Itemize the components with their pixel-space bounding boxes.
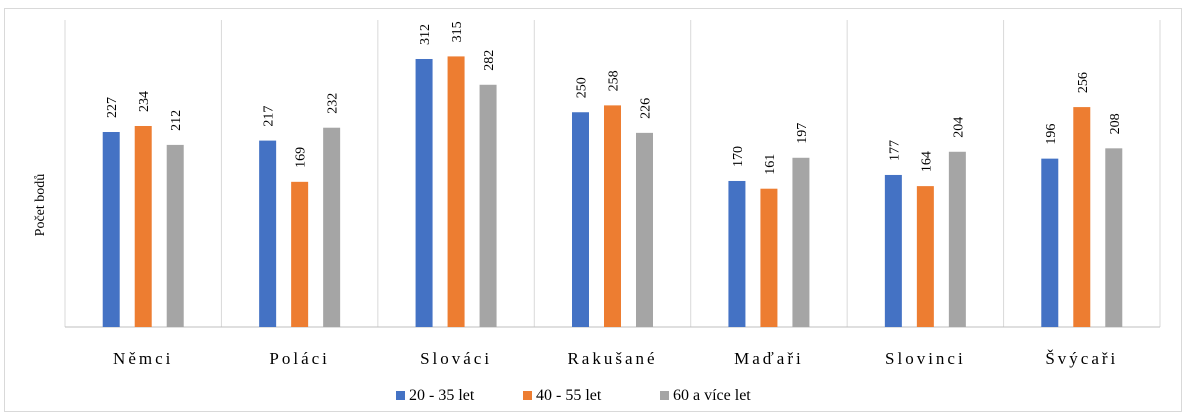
- data-label: 226: [639, 98, 654, 119]
- category-label: Slovinci: [885, 349, 966, 368]
- bars: [102, 56, 1123, 328]
- category-label: Švýcaři: [1045, 349, 1118, 368]
- bar: [479, 84, 497, 328]
- bar: [259, 140, 277, 327]
- bar: [323, 127, 341, 327]
- data-label: 196: [1044, 124, 1059, 145]
- legend-swatch: [396, 391, 405, 400]
- category-label: Němci: [113, 349, 173, 368]
- bar: [1105, 148, 1123, 327]
- data-label: 258: [607, 70, 622, 91]
- bar: [1073, 107, 1091, 327]
- chart-frame: [4, 8, 1182, 412]
- category-label: Rakušané: [567, 349, 657, 368]
- legend-entry: 60 a více let: [673, 387, 751, 404]
- data-label: 234: [137, 91, 152, 112]
- category-gridlines: [64, 20, 1161, 327]
- data-label: 169: [294, 147, 309, 168]
- data-label: 232: [326, 93, 341, 114]
- data-label: 227: [105, 97, 120, 118]
- bar: [291, 181, 309, 327]
- data-label: 256: [1076, 72, 1091, 93]
- data-label: 315: [450, 21, 465, 42]
- legend: 20 - 35 let 40 - 55 let 60 a více let: [396, 387, 751, 404]
- data-label: 177: [887, 140, 902, 161]
- legend-entry: 20 - 35 let: [409, 387, 475, 404]
- bar: [792, 157, 810, 327]
- bar: [572, 112, 589, 327]
- category-label: Maďaři: [734, 349, 804, 368]
- data-label: 217: [262, 106, 277, 127]
- data-label: 197: [795, 123, 810, 144]
- data-label: 312: [418, 24, 433, 45]
- bar: [134, 125, 152, 327]
- data-label: 170: [731, 146, 746, 167]
- bar: [636, 132, 653, 327]
- bar: [948, 151, 966, 327]
- bar: [415, 58, 433, 327]
- data-label: 282: [482, 50, 497, 71]
- y-axis-title: Počet bodů: [33, 174, 48, 237]
- data-label: 204: [951, 117, 966, 138]
- category-labels: Němci Poláci Slováci Rakušané Maďaři Slovinci…: [113, 349, 1118, 368]
- bar: [447, 56, 465, 327]
- bar: [1041, 158, 1059, 327]
- bar: [760, 188, 778, 327]
- legend-swatch: [523, 391, 532, 400]
- bar: [884, 174, 902, 327]
- data-label: 161: [763, 154, 778, 175]
- data-label: 208: [1108, 113, 1123, 134]
- data-label: 250: [575, 77, 590, 98]
- legend-entry: 40 - 55 let: [536, 387, 602, 404]
- bar: [102, 132, 120, 327]
- bar: [916, 186, 934, 327]
- bar: [728, 180, 746, 327]
- data-label: 164: [919, 151, 934, 172]
- bar: [604, 105, 621, 328]
- category-label: Slováci: [420, 349, 492, 368]
- category-label: Poláci: [269, 349, 330, 368]
- data-labels: 227 234 212 217 169 232 312 315 282 250 258 226 170 1…: [105, 21, 1123, 174]
- legend-swatch: [660, 391, 669, 400]
- data-label: 212: [169, 110, 184, 131]
- bar: [166, 144, 184, 327]
